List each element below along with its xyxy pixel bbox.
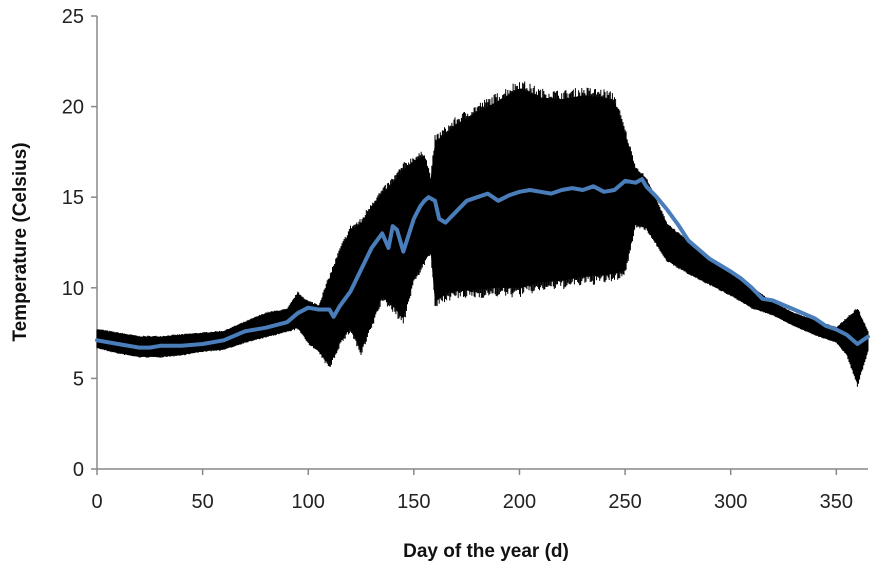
x-tick-label: 0 <box>91 491 102 513</box>
x-axis: 0 50 100 150 200 250 300 350 <box>91 468 868 513</box>
x-axis-title: Day of the year (d) <box>403 541 569 562</box>
y-tick-label: 15 <box>62 187 84 209</box>
y-tick-label: 0 <box>73 459 84 481</box>
x-tick-label: 350 <box>820 491 853 513</box>
y-axis-title: Temperature (Celsius) <box>10 142 31 341</box>
x-tick-label: 300 <box>714 491 747 513</box>
y-tick-label: 5 <box>73 368 84 390</box>
x-tick-label: 150 <box>397 491 430 513</box>
y-axis: 0 5 10 15 20 25 <box>62 6 98 481</box>
y-tick-label: 25 <box>62 6 84 28</box>
x-tick-label: 100 <box>292 491 325 513</box>
x-tick-label: 250 <box>608 491 641 513</box>
x-tick-label: 50 <box>191 491 213 513</box>
plot-area <box>95 81 870 387</box>
y-tick-label: 20 <box>62 97 84 119</box>
temperature-average-line <box>95 177 870 350</box>
y-tick-label: 10 <box>62 278 84 300</box>
x-tick-label: 200 <box>503 491 536 513</box>
